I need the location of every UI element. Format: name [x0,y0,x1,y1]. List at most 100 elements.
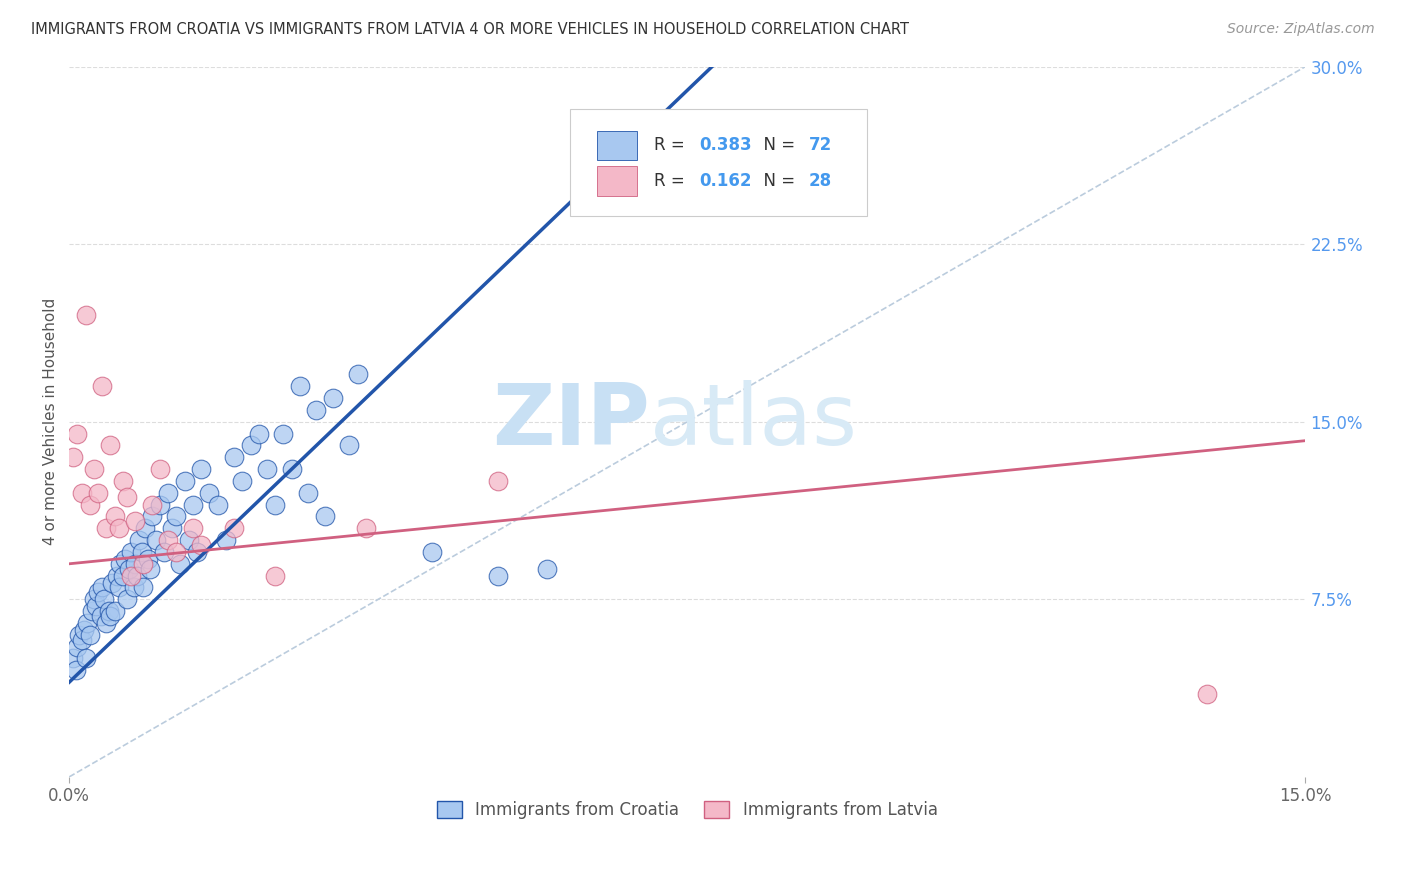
Text: 72: 72 [808,136,832,154]
Point [141,498,163,512]
Point [87,485,110,500]
Point [66,640,89,654]
Point [62,450,84,465]
Text: 0.162: 0.162 [700,172,752,190]
Point [103,509,125,524]
Point [110,557,132,571]
Point [322,391,344,405]
Point [75,308,97,322]
Point [222,450,245,465]
Point [103,604,125,618]
Text: IMMIGRANTS FROM CROATIA VS IMMIGRANTS FROM LATVIA 4 OR MORE VEHICLES IN HOUSEHOL: IMMIGRANTS FROM CROATIA VS IMMIGRANTS FR… [31,22,908,37]
Point [173,474,195,488]
Text: Source: ZipAtlas.com: Source: ZipAtlas.com [1227,22,1375,37]
Point [198,485,221,500]
Text: 28: 28 [808,172,831,190]
Legend: Immigrants from Croatia, Immigrants from Latvia: Immigrants from Croatia, Immigrants from… [430,794,945,825]
Point [79,498,101,512]
Point [486,474,509,488]
Point [190,462,212,476]
Point [132,557,155,571]
Point [305,403,328,417]
Point [115,491,138,505]
Point [181,498,204,512]
Point [239,438,262,452]
Point [177,533,200,548]
Point [339,438,361,452]
Point [136,552,159,566]
Point [420,545,443,559]
Point [66,426,89,441]
Point [132,581,155,595]
Point [1195,687,1218,701]
Point [190,538,212,552]
Point [62,651,84,665]
Point [165,545,187,559]
Point [120,545,142,559]
Point [169,557,191,571]
Point [186,545,208,559]
Point [288,379,311,393]
Point [73,623,96,637]
Point [149,462,172,476]
Point [65,663,87,677]
Y-axis label: 4 or more Vehicles in Household: 4 or more Vehicles in Household [44,298,58,545]
Point [93,592,115,607]
Text: ZIP: ZIP [492,380,650,463]
Point [145,533,167,548]
Point [87,585,110,599]
Point [128,533,150,548]
Point [157,533,180,548]
Point [165,509,187,524]
Point [84,599,107,614]
Point [157,485,180,500]
Point [153,545,176,559]
Point [107,521,129,535]
Point [124,557,146,571]
Text: N =: N = [752,136,800,154]
Point [139,561,162,575]
Point [90,608,112,623]
Point [314,509,336,524]
Text: atlas: atlas [650,380,858,463]
Point [91,379,114,393]
Point [83,462,105,476]
Point [70,485,93,500]
Point [125,568,148,582]
Point [273,426,295,441]
Point [162,521,184,535]
Point [264,568,287,582]
Point [215,533,238,548]
Point [96,615,118,630]
Point [79,628,101,642]
Point [141,509,163,524]
Point [207,498,229,512]
Point [67,628,90,642]
Point [256,462,278,476]
Point [134,521,156,535]
Point [100,608,122,623]
Point [114,552,136,566]
Point [83,592,105,607]
Point [91,581,114,595]
FancyBboxPatch shape [569,109,866,216]
Point [536,561,558,575]
Point [131,545,153,559]
Point [297,485,319,500]
FancyBboxPatch shape [598,166,637,196]
Point [75,651,97,665]
Point [82,604,104,618]
Point [354,521,377,535]
Point [111,568,134,582]
Point [76,615,98,630]
Point [101,575,124,590]
Point [231,474,253,488]
Point [117,561,139,575]
Point [97,604,120,618]
Point [115,592,138,607]
Point [111,474,134,488]
Text: N =: N = [752,172,800,190]
Point [149,498,172,512]
Point [247,426,270,441]
Point [100,438,122,452]
